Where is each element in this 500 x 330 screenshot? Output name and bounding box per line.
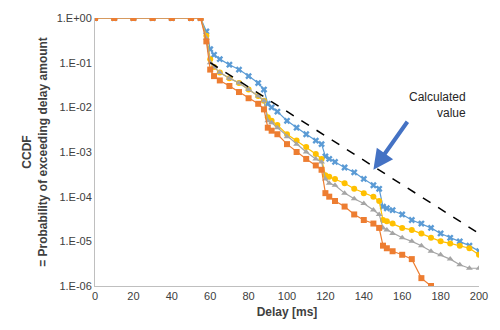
svg-text:1.E-03: 1.E-03 xyxy=(59,146,91,158)
svg-text:CCDF= Probability of exceeding: CCDF= Probability of exceeding delay amo… xyxy=(20,37,50,267)
svg-text:180: 180 xyxy=(431,290,449,302)
svg-text:100: 100 xyxy=(278,290,296,302)
svg-text:0: 0 xyxy=(92,290,98,302)
svg-text:Calculatedvalue: Calculatedvalue xyxy=(409,90,466,120)
svg-text:80: 80 xyxy=(242,290,254,302)
svg-text:1.E+00: 1.E+00 xyxy=(57,12,92,24)
svg-text:160: 160 xyxy=(393,290,411,302)
svg-text:200: 200 xyxy=(470,290,488,302)
svg-text:120: 120 xyxy=(316,290,334,302)
svg-text:1.E-05: 1.E-05 xyxy=(59,235,91,247)
svg-text:140: 140 xyxy=(355,290,373,302)
svg-text:1.E-01: 1.E-01 xyxy=(59,57,91,69)
svg-text:Delay [ms]: Delay [ms] xyxy=(257,305,318,319)
svg-text:1.E-04: 1.E-04 xyxy=(59,191,91,203)
svg-text:1.E-06: 1.E-06 xyxy=(59,280,91,292)
svg-text:40: 40 xyxy=(166,290,178,302)
svg-text:20: 20 xyxy=(127,290,139,302)
svg-text:60: 60 xyxy=(204,290,216,302)
svg-text:1.E-02: 1.E-02 xyxy=(59,101,91,113)
